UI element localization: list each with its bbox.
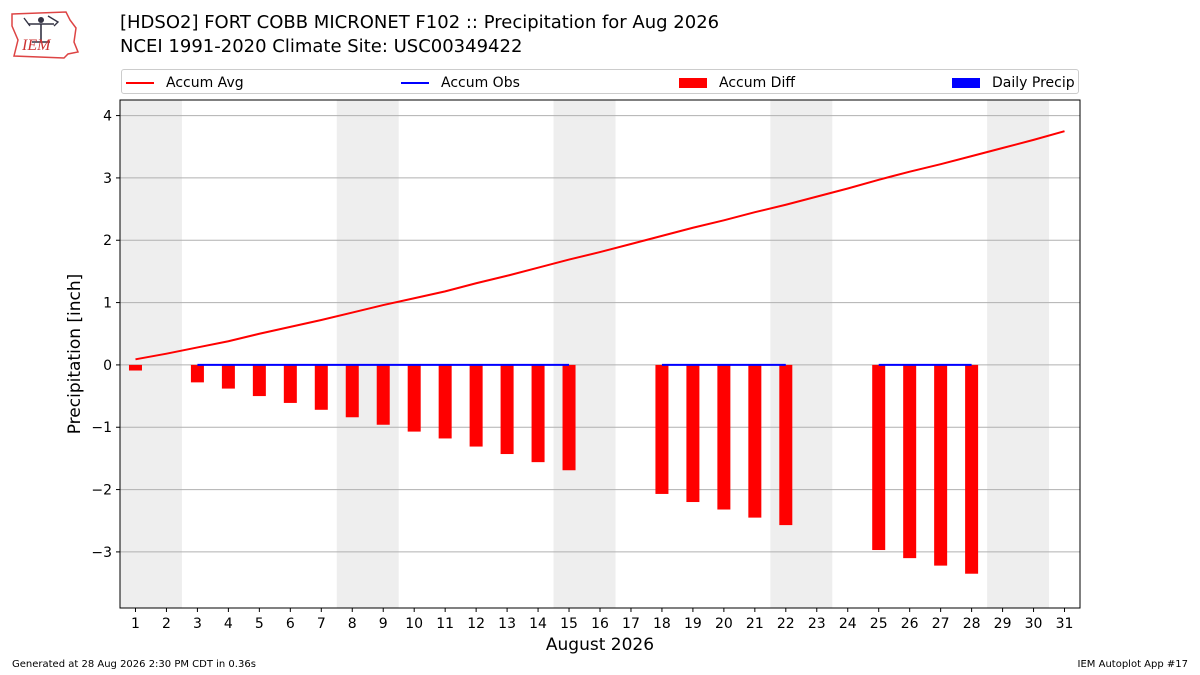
x-tick-label: 1	[131, 616, 140, 632]
weekend-shade	[987, 100, 1050, 608]
x-tick-label: 30	[1025, 616, 1043, 632]
legend-item-accum-diff: Accum Diff	[679, 70, 795, 95]
accum-avg-line	[135, 130, 1065, 361]
x-tick-label: 4	[224, 616, 233, 632]
chart-title: [HDSO2] FORT COBB MICRONET F102 :: Preci…	[120, 12, 720, 33]
legend-item-daily-precip: Daily Precip	[952, 70, 1075, 95]
accum-diff-bar	[345, 364, 359, 418]
accum-diff-bar	[438, 364, 452, 439]
accum-diff-bar	[469, 364, 483, 447]
x-tick-label: 2	[162, 616, 171, 632]
y-tick-label: 1	[103, 296, 112, 312]
y-tick-label: 0	[103, 358, 112, 374]
x-tick-label: 14	[529, 616, 547, 632]
weekend-shade	[336, 100, 399, 608]
y-axis-label: Precipitation [inch]	[65, 274, 85, 435]
accum-diff-bar	[686, 364, 700, 503]
x-tick-label: 26	[901, 616, 919, 632]
footer-app-id: IEM Autoplot App #17	[1077, 659, 1188, 670]
x-tick-label: 11	[436, 616, 454, 632]
accum-diff-bar	[903, 364, 917, 559]
weekend-shade	[553, 100, 616, 608]
x-tick-label: 12	[467, 616, 485, 632]
x-tick-label: 23	[808, 616, 826, 632]
legend-swatch-accum-avg	[126, 81, 154, 84]
chart-subtitle: NCEI 1991-2020 Climate Site: USC00349422	[120, 36, 523, 57]
x-tick-label: 22	[777, 616, 795, 632]
accum-diff-bar	[376, 364, 390, 425]
accum-diff-bar	[965, 364, 979, 574]
accum-diff-bar	[717, 364, 731, 510]
x-tick-label: 28	[963, 616, 981, 632]
weekend-shade	[120, 100, 182, 608]
x-tick-label: 8	[348, 616, 357, 632]
y-tick-label: −1	[91, 420, 112, 436]
iem-logo: IEM	[11, 11, 80, 59]
x-tick-label: 5	[255, 616, 264, 632]
x-tick-label: 10	[405, 616, 423, 632]
x-tick-label: 9	[379, 616, 388, 632]
accum-diff-bar	[221, 364, 235, 389]
footer-generated: Generated at 28 Aug 2026 2:30 PM CDT in …	[12, 659, 256, 670]
accum-diff-bar	[531, 364, 545, 463]
x-tick-label: 6	[286, 616, 295, 632]
x-tick-label: 27	[932, 616, 950, 632]
x-tick-label: 16	[591, 616, 609, 632]
accum-diff-bar	[872, 364, 886, 551]
accum-diff-bar	[128, 364, 142, 371]
x-tick-label: 13	[498, 616, 516, 632]
y-tick-label: −3	[91, 545, 112, 561]
x-tick-label: 20	[715, 616, 733, 632]
x-tick-label: 15	[560, 616, 578, 632]
accum-diff-bar	[407, 364, 421, 432]
accum-diff-bar	[314, 364, 328, 410]
accum-diff-bar	[283, 364, 297, 403]
accum-diff-bar	[779, 364, 793, 526]
legend-swatch-daily-precip	[952, 77, 980, 88]
weekend-shade	[770, 100, 833, 608]
x-tick-label: 19	[684, 616, 702, 632]
legend-label-accum-diff: Accum Diff	[719, 74, 796, 91]
x-tick-label: 17	[622, 616, 640, 632]
y-tick-label: 4	[103, 109, 112, 125]
legend-swatch-accum-obs	[401, 81, 429, 84]
legend-label-daily-precip: Daily Precip	[992, 74, 1075, 91]
x-tick-label: 24	[839, 616, 857, 632]
chart-legend: Accum Avg Accum Obs Accum Diff Daily Pre…	[121, 69, 1079, 94]
legend-label-accum-avg: Accum Avg	[166, 74, 244, 91]
x-tick-label: 7	[317, 616, 326, 632]
accum-diff-bar	[562, 364, 576, 471]
accum-diff-bar	[500, 364, 514, 455]
x-tick-label: 25	[870, 616, 888, 632]
accum-diff-bar	[190, 364, 204, 383]
y-tick-label: 3	[103, 171, 112, 187]
x-axis-label: August 2026	[546, 635, 654, 655]
x-tick-label: 3	[193, 616, 202, 632]
y-tick-label: 2	[103, 233, 112, 249]
x-tick-label: 31	[1056, 616, 1074, 632]
x-tick-label: 18	[653, 616, 671, 632]
x-tick-label: 21	[746, 616, 764, 632]
svg-text:IEM: IEM	[21, 37, 52, 54]
legend-label-accum-obs: Accum Obs	[441, 74, 520, 91]
x-tick-label: 29	[994, 616, 1012, 632]
accum-diff-bar	[748, 364, 762, 518]
legend-item-accum-obs: Accum Obs	[401, 70, 520, 95]
legend-item-accum-avg: Accum Avg	[126, 70, 244, 95]
legend-swatch-accum-diff	[679, 77, 707, 88]
accum-diff-bar	[252, 364, 266, 397]
accum-diff-bar	[934, 364, 948, 566]
y-tick-label: −2	[91, 483, 112, 499]
accum-diff-bar	[655, 364, 669, 494]
plot-frame	[119, 99, 1081, 609]
